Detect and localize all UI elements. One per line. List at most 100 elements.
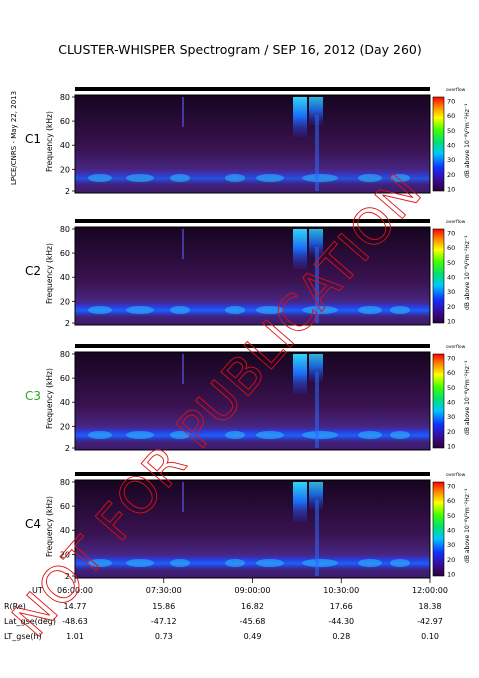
colorbar-overflow-label: overflow — [446, 344, 466, 350]
emission-burst — [293, 354, 307, 394]
emission-burst — [293, 97, 307, 137]
band-enhancement — [302, 174, 338, 182]
spectrogram-panel: C2 80 60 40 20 2 Frequency (kHz) overflow 70 60 50… — [25, 219, 471, 328]
colorbar-tick-label: 40 — [447, 274, 455, 282]
y-tick-label: 80 — [60, 93, 70, 102]
ephemeris-value: 16.82 — [241, 602, 264, 611]
band-enhancement — [358, 559, 382, 567]
colorbar-tick-label: 60 — [447, 497, 455, 505]
band-enhancement — [358, 431, 382, 439]
y-axis-label: Frequency (kHz) — [45, 496, 54, 557]
colorbar-tick-label: 40 — [447, 527, 455, 535]
y-tick-label: 40 — [60, 141, 70, 150]
emission-burst-column — [315, 372, 319, 448]
colorbar-tick-label: 10 — [447, 318, 455, 326]
colorbar — [432, 353, 445, 449]
y-axis-label: Frequency (kHz) — [45, 111, 54, 172]
x-tick-label: 12:00:00 — [412, 586, 448, 595]
ephemeris-value: -44.30 — [328, 617, 354, 626]
emission-burst — [309, 97, 323, 125]
ephemeris-value: 0.73 — [155, 632, 173, 641]
y-tick-label: 20 — [60, 165, 70, 174]
colorbar-tick-label: 20 — [447, 428, 455, 436]
y-tick-label: 20 — [60, 550, 70, 559]
panel-label: C3 — [25, 389, 41, 403]
colorbar-tick-label: 10 — [447, 186, 455, 194]
band-enhancement — [225, 559, 245, 567]
emission-burst-column — [315, 115, 319, 191]
colorbar-overflow-label: overflow — [446, 472, 466, 478]
ephemeris-row-label: R(Re) — [4, 602, 26, 611]
colorbar-label: dB above 10⁻⁸V²m⁻²Hz⁻¹ — [464, 235, 471, 310]
band-enhancement — [126, 431, 154, 439]
panel-label: C1 — [25, 132, 41, 146]
emission-streak — [182, 354, 184, 384]
colorbar-tick-label: 40 — [447, 399, 455, 407]
y-tick-label: 80 — [60, 478, 70, 487]
band-enhancement — [390, 306, 410, 314]
panel-top-bar — [75, 344, 430, 348]
y-tick-label: 40 — [60, 273, 70, 282]
y-tick-label: 20 — [60, 297, 70, 306]
band-enhancement — [256, 431, 284, 439]
plasma-band — [75, 426, 430, 442]
band-enhancement — [390, 559, 410, 567]
colorbar-tick-label: 60 — [447, 244, 455, 252]
colorbar-tick-label: 10 — [447, 571, 455, 579]
colorbar-tick-label: 70 — [447, 230, 455, 238]
band-enhancement — [126, 306, 154, 314]
colorbar — [432, 481, 445, 577]
ephemeris-value: -42.97 — [417, 617, 443, 626]
colorbar-label: dB above 10⁻⁸V²m⁻²Hz⁻¹ — [464, 488, 471, 563]
colorbar-tick-label: 20 — [447, 303, 455, 311]
ephemeris-value: 17.66 — [330, 602, 353, 611]
band-enhancement — [88, 306, 112, 314]
spectrogram-panel: C3 80 60 40 20 2 Frequency (kHz) overflow 70 60 50… — [25, 344, 471, 453]
ephemeris-value: 0.28 — [332, 632, 350, 641]
colorbar-tick-label: 50 — [447, 259, 455, 267]
band-enhancement — [358, 306, 382, 314]
colorbar-overflow-label: overflow — [446, 87, 466, 93]
panel-label: C4 — [25, 517, 41, 531]
emission-burst-column — [315, 247, 319, 323]
colorbar-tick-label: 30 — [447, 541, 455, 549]
ut-label: UT — [32, 586, 43, 595]
y-axis-label: Frequency (kHz) — [45, 368, 54, 429]
y-tick-label: 2 — [65, 187, 70, 196]
band-enhancement — [88, 174, 112, 182]
y-tick-label: 2 — [65, 444, 70, 453]
colorbar-label: dB above 10⁻⁸V²m⁻²Hz⁻¹ — [464, 103, 471, 178]
plasma-band — [75, 554, 430, 570]
x-tick-label: 10:30:00 — [323, 586, 359, 595]
side-credit: LPCE/CNRS - May 22, 2013 — [10, 91, 18, 185]
y-tick-label: 2 — [65, 319, 70, 328]
colorbar-tick-label: 50 — [447, 127, 455, 135]
colorbar-overflow-label: overflow — [446, 219, 466, 225]
figure-title: CLUSTER-WHISPER Spectrogram / SEP 16, 20… — [58, 42, 422, 57]
ephemeris-value: -48.63 — [62, 617, 88, 626]
x-tick-label: 07:30:00 — [146, 586, 182, 595]
band-enhancement — [225, 174, 245, 182]
emission-burst — [293, 229, 307, 269]
band-enhancement — [256, 174, 284, 182]
band-enhancement — [225, 306, 245, 314]
band-enhancement — [302, 306, 338, 314]
band-enhancement — [88, 559, 112, 567]
plasma-band — [75, 169, 430, 185]
time-axis: UT 06:00:00 07:30:00 09:00:00 10:30:00 12:00… — [32, 578, 448, 595]
band-enhancement — [170, 431, 190, 439]
emission-streak — [182, 97, 184, 127]
panels-group: C1 80 60 40 20 2 Frequency (kHz) overflow 70 60 50… — [25, 87, 471, 581]
colorbar-tick-label: 50 — [447, 384, 455, 392]
band-enhancement — [256, 559, 284, 567]
y-tick-label: 40 — [60, 398, 70, 407]
ephemeris-value: 18.38 — [419, 602, 442, 611]
emission-burst — [309, 354, 323, 382]
colorbar-tick-label: 10 — [447, 443, 455, 451]
band-enhancement — [302, 431, 338, 439]
y-axis-label: Frequency (kHz) — [45, 243, 54, 304]
band-enhancement — [358, 174, 382, 182]
emission-burst-column — [315, 500, 319, 576]
colorbar-tick-label: 70 — [447, 355, 455, 363]
